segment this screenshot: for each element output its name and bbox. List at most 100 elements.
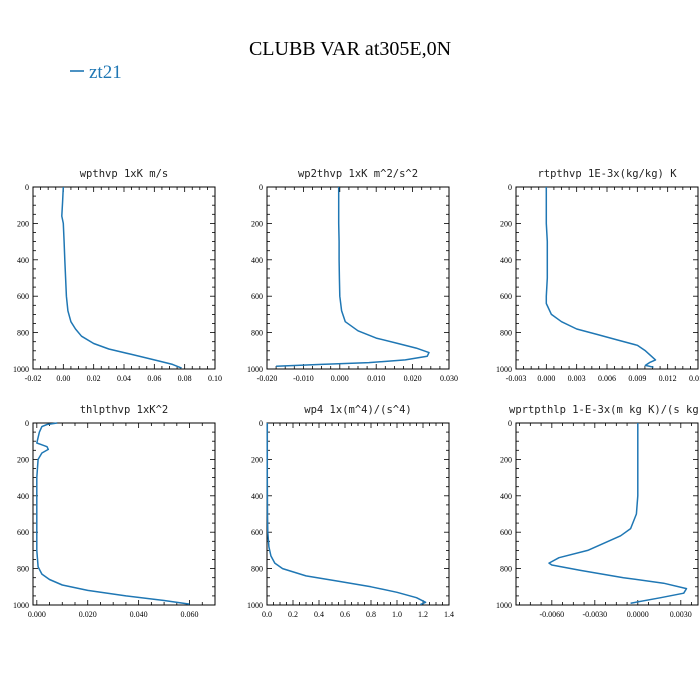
subplot-title: rtpthvp 1E-3x(kg/kg) K xyxy=(537,168,677,180)
subplot-title: wp4 1x(m^4)/(s^4) xyxy=(304,404,411,416)
x-tick-label: 0.0 xyxy=(262,610,272,619)
y-tick-label: 800 xyxy=(251,565,263,574)
x-tick-label: 0.060 xyxy=(181,610,199,619)
subplot-title: wpthvp 1xK m/s xyxy=(80,168,169,180)
y-tick-label: 0 xyxy=(25,183,29,192)
x-tick-label: 0.0000 xyxy=(627,610,649,619)
y-tick-label: 400 xyxy=(17,492,29,501)
x-tick-label: 0.010 xyxy=(367,374,385,383)
y-tick-label: 400 xyxy=(17,256,29,265)
series-line-zt21 xyxy=(36,422,190,605)
series-line-zt21 xyxy=(548,423,688,604)
y-tick-label: 400 xyxy=(251,492,263,501)
y-tick-label: 600 xyxy=(17,528,29,537)
series-line-zt21 xyxy=(61,186,182,369)
subplot-1: wpthvp 1xK m/s 0 200 400 600 800 1000-0.02 0.00… xyxy=(13,168,222,383)
y-tick-label: 800 xyxy=(500,565,512,574)
x-tick-label: 0.0030 xyxy=(670,610,692,619)
x-tick-label: 0.000 xyxy=(537,374,555,383)
plot-frame xyxy=(32,422,216,606)
plot-frame xyxy=(266,422,450,606)
y-tick-label: 800 xyxy=(500,329,512,338)
subplot-title: wprtpthlp 1-E-3x(m kg K)/(s kg) xyxy=(509,404,700,416)
x-tick-label: 0.2 xyxy=(288,610,298,619)
x-tick-label: -0.003 xyxy=(506,374,527,383)
figure-title: CLUBB VAR at305E,0N xyxy=(249,38,451,60)
y-tick-label: 0 xyxy=(259,183,263,192)
x-tick-label: -0.0030 xyxy=(582,610,607,619)
x-tick-label: 0.000 xyxy=(331,374,349,383)
series-line-zt21 xyxy=(266,423,427,606)
y-tick-label: 600 xyxy=(251,292,263,301)
y-tick-label: 1000 xyxy=(496,601,512,610)
subplot-title: wp2thvp 1xK m^2/s^2 xyxy=(298,168,418,180)
y-tick-label: 200 xyxy=(500,219,512,228)
plot-frame xyxy=(515,186,699,370)
x-tick-label: -0.0060 xyxy=(539,610,564,619)
x-tick-label: 0.04 xyxy=(117,374,131,383)
y-tick-label: 400 xyxy=(251,256,263,265)
x-tick-label: 0.020 xyxy=(404,374,422,383)
x-tick-label: 0.06 xyxy=(147,374,161,383)
series-line-zt21 xyxy=(545,187,657,368)
y-tick-label: 200 xyxy=(251,455,263,464)
x-tick-label: 1.2 xyxy=(418,610,428,619)
subplot-3: rtpthvp 1E-3x(kg/kg) K 0 200 400 600 800 1000-… xyxy=(496,168,700,383)
x-tick-label: 1.4 xyxy=(444,610,454,619)
y-tick-label: 1000 xyxy=(247,601,263,610)
subplot-title: thlpthvp 1xK^2 xyxy=(80,404,169,416)
y-tick-label: 0 xyxy=(508,183,512,192)
x-tick-label: -0.02 xyxy=(25,374,42,383)
y-tick-label: 800 xyxy=(17,329,29,338)
subplot-2: wp2thvp 1xK m^2/s^202004006008001000-0.0… xyxy=(247,168,458,383)
y-tick-label: 800 xyxy=(17,565,29,574)
x-tick-label: 0.02 xyxy=(87,374,101,383)
y-tick-label: 0 xyxy=(508,419,512,428)
x-tick-label: 0.10 xyxy=(208,374,222,383)
y-tick-label: 0 xyxy=(259,419,263,428)
x-tick-label: 0.003 xyxy=(568,374,586,383)
x-tick-label: 0.030 xyxy=(440,374,458,383)
y-tick-label: 1000 xyxy=(496,365,512,374)
y-tick-label: 200 xyxy=(500,455,512,464)
x-tick-label: 0.006 xyxy=(598,374,616,383)
plot-frame xyxy=(266,186,450,370)
x-tick-label: -0.020 xyxy=(257,374,278,383)
x-tick-label: 0.015 xyxy=(689,374,700,383)
x-tick-label: 0.040 xyxy=(130,610,148,619)
y-tick-label: 600 xyxy=(500,292,512,301)
y-tick-label: 200 xyxy=(251,219,263,228)
y-tick-label: 400 xyxy=(500,492,512,501)
x-tick-label: 0.009 xyxy=(628,374,646,383)
x-tick-label: 1.0 xyxy=(392,610,402,619)
y-tick-label: 1000 xyxy=(13,601,29,610)
plot-frame xyxy=(32,186,216,370)
y-tick-label: 200 xyxy=(17,455,29,464)
y-tick-label: 0 xyxy=(25,419,29,428)
legend-label: zt21 xyxy=(89,62,122,83)
y-tick-label: 400 xyxy=(500,256,512,265)
subplot-6: wprtpthlp 1-E-3x(m kg K)/(s kg) 0 200 400 60… xyxy=(496,404,700,619)
y-tick-label: 1000 xyxy=(247,365,263,374)
series-line-zt21 xyxy=(276,187,430,368)
x-tick-label: 0.08 xyxy=(178,374,192,383)
legend: zt21 xyxy=(70,62,122,83)
x-tick-label: 0.8 xyxy=(366,610,376,619)
y-tick-label: 200 xyxy=(17,219,29,228)
plot-frame xyxy=(515,422,699,606)
x-tick-label: 0.020 xyxy=(79,610,97,619)
x-tick-label: 0.00 xyxy=(56,374,70,383)
y-tick-label: 1000 xyxy=(13,365,29,374)
y-tick-label: 600 xyxy=(251,528,263,537)
y-tick-label: 600 xyxy=(500,528,512,537)
x-tick-label: 0.4 xyxy=(314,610,324,619)
x-tick-label: 0.012 xyxy=(659,374,677,383)
x-tick-label: -0.010 xyxy=(293,374,314,383)
x-tick-label: 0.6 xyxy=(340,610,350,619)
x-tick-label: 0.000 xyxy=(28,610,46,619)
